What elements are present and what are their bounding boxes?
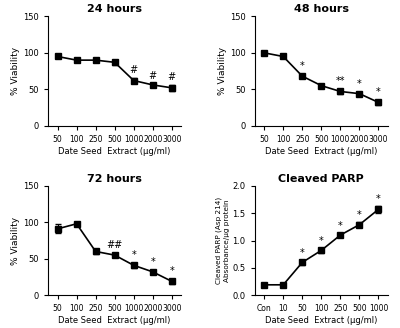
Text: *: * [357, 210, 362, 220]
Title: 72 hours: 72 hours [87, 174, 142, 184]
Y-axis label: % Viability: % Viability [12, 216, 20, 265]
Text: #: # [149, 71, 157, 81]
Text: *: * [376, 87, 381, 97]
Text: *: * [300, 248, 305, 258]
Text: *: * [376, 194, 381, 204]
Text: *: * [150, 257, 155, 267]
Text: *: * [338, 221, 343, 231]
Text: *: * [300, 61, 305, 71]
Text: **: ** [336, 76, 345, 86]
Title: 48 hours: 48 hours [294, 4, 349, 14]
Title: 24 hours: 24 hours [87, 4, 142, 14]
X-axis label: Date Seed  Extract (μg/ml): Date Seed Extract (μg/ml) [265, 147, 378, 155]
Y-axis label: Cleaved PARP (Asp 214)
Absorbance/μg protein: Cleaved PARP (Asp 214) Absorbance/μg pro… [216, 197, 230, 284]
Title: Cleaved PARP: Cleaved PARP [278, 174, 364, 184]
X-axis label: Date Seed  Extract (μg/ml): Date Seed Extract (μg/ml) [58, 147, 171, 155]
Y-axis label: % Viability: % Viability [12, 47, 20, 95]
Text: #: # [168, 72, 176, 82]
Text: ##: ## [106, 240, 123, 250]
X-axis label: Date Seed  Extract (μg/ml): Date Seed Extract (μg/ml) [265, 316, 378, 325]
Text: *: * [170, 266, 174, 276]
Y-axis label: % Viability: % Viability [218, 47, 227, 95]
Text: *: * [131, 250, 136, 260]
Text: #: # [130, 66, 138, 75]
X-axis label: Date Seed  Extract (μg/ml): Date Seed Extract (μg/ml) [58, 316, 171, 325]
Text: *: * [319, 236, 324, 246]
Text: *: * [357, 79, 362, 89]
